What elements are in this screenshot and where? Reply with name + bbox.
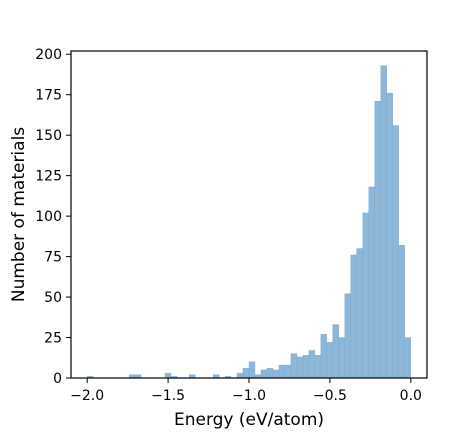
x-tick-label: −1.0 <box>232 388 266 404</box>
histogram-bar <box>356 248 363 379</box>
y-tick-label: 50 <box>44 290 62 306</box>
histogram-bar <box>332 324 340 379</box>
x-tick-label: −0.5 <box>313 388 347 404</box>
histogram-bar <box>242 368 250 379</box>
histogram-bars <box>86 65 411 379</box>
x-tick-label: 0.0 <box>400 388 422 404</box>
histogram-bar <box>386 92 393 379</box>
y-tick-label: 200 <box>35 47 62 63</box>
y-tick-label: 150 <box>35 128 62 144</box>
histogram-bar <box>266 368 274 379</box>
histogram-bar <box>302 355 310 379</box>
y-tick-label: 175 <box>35 88 62 104</box>
histogram-bar <box>350 254 357 379</box>
histogram-bar <box>296 356 304 379</box>
histogram-bar <box>338 337 345 379</box>
histogram-bar <box>284 364 292 379</box>
histogram-bar <box>272 369 280 379</box>
histogram-bar <box>278 364 286 379</box>
histogram-bar <box>290 353 298 379</box>
x-tick-label: −2.0 <box>70 388 104 404</box>
histogram-bar <box>392 125 399 379</box>
y-tick-label: 0 <box>53 371 62 387</box>
y-tick-label: 125 <box>35 169 62 185</box>
histogram-bar <box>368 186 375 379</box>
x-axis-label: Energy (eV/atom) <box>174 410 324 430</box>
histogram-bar <box>326 342 334 379</box>
histogram-bar <box>398 245 405 379</box>
histogram-bar <box>314 355 322 379</box>
histogram-bar <box>344 293 351 379</box>
histogram-bar <box>380 65 387 379</box>
histogram-bar <box>320 334 328 379</box>
histogram-bar <box>374 100 381 379</box>
y-axis-label: Number of materials <box>9 127 29 302</box>
histogram-bar <box>362 212 369 379</box>
y-axis-ticks: 0 25 50 75 100 125 150 175 200 <box>35 47 71 387</box>
y-tick-label: 100 <box>35 209 62 225</box>
histogram-bar <box>260 369 268 379</box>
histogram-bar <box>236 372 244 379</box>
histogram-bar <box>404 337 411 379</box>
histogram-bar <box>164 372 172 379</box>
x-axis-ticks: −2.0 −1.5 −1.0 −0.5 0.0 <box>70 378 422 404</box>
y-tick-label: 75 <box>44 250 62 266</box>
histogram-bar <box>308 350 316 379</box>
x-tick-label: −1.5 <box>151 388 185 404</box>
histogram-bar <box>248 361 256 379</box>
y-tick-label: 25 <box>44 331 62 347</box>
plot-frame <box>70 50 428 379</box>
